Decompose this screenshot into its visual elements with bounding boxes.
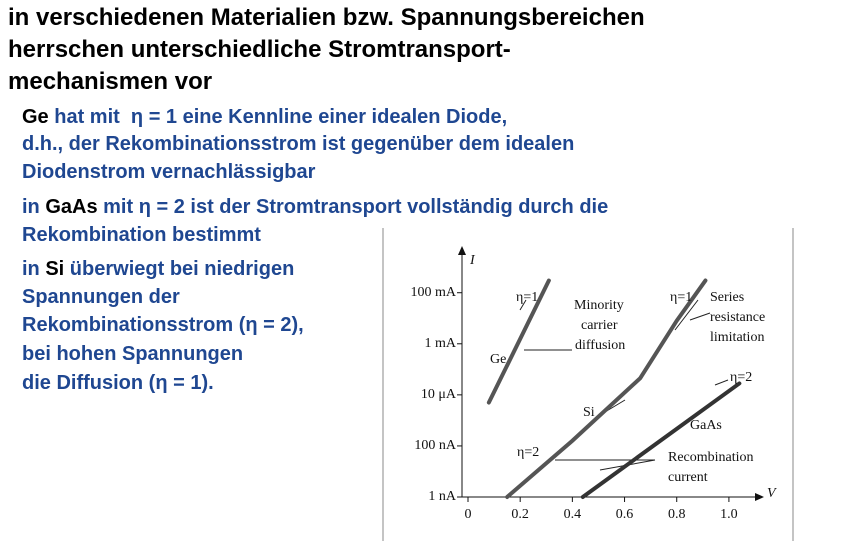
text-run: Si (45, 258, 65, 280)
text-run: hat mit η = 1 eine Kennline einer ideale… (48, 106, 508, 128)
x-arrow (755, 493, 764, 501)
bullet-line: Diodenstrom vernachlässigbar (22, 161, 315, 184)
annotation: Series (710, 290, 744, 305)
bullet-line: bei hohen Spannungen (22, 343, 243, 366)
x-tick-label: 0 (465, 507, 472, 522)
y-tick-label: 1 nA (428, 489, 457, 504)
annotation: Recombination (668, 450, 754, 465)
annotation: diffusion (575, 338, 625, 353)
x-axis-label: V (767, 486, 777, 501)
text-run: GaAs (45, 196, 98, 218)
x-tick-label: 0.2 (511, 507, 529, 522)
heading-line: mechanismen vor (8, 68, 213, 95)
heading-line: herrschen unterschiedliche Stromtranspor… (8, 36, 511, 63)
curve (486, 278, 551, 405)
x-tick-label: 0.8 (668, 507, 686, 522)
series-label: Ge (490, 352, 506, 367)
eta-label: η=2 (730, 370, 752, 385)
x-tick-label: 1.0 (720, 507, 738, 522)
text-run: Ge (22, 106, 49, 128)
y-tick-label: 100 nA (414, 438, 457, 453)
text-run: in (22, 196, 46, 218)
annotation: limitation (710, 330, 764, 345)
heading-line: in verschiedenen Materialien bzw. Spannu… (8, 4, 645, 31)
annotation: resistance (710, 310, 765, 325)
text-run: bei hohen Spannungen (22, 343, 244, 365)
bullet-line: die Diffusion (η = 1). (22, 372, 214, 395)
curve (580, 381, 742, 499)
text-run: Rekombinationsstrom (η = 2), (22, 314, 304, 336)
bullet-line: Ge hat mit η = 1 eine Kennline einer ide… (22, 106, 507, 129)
bullet-line: in Si überwiegt bei niedrigen (22, 258, 294, 281)
text-run: in (22, 258, 46, 280)
text-run: mit η = 2 ist der Stromtransport vollstä… (97, 196, 609, 218)
annotation: current (668, 470, 708, 485)
bullet-line: d.h., der Rekombinationsstrom ist gegenü… (22, 133, 574, 156)
eta-label: η=1 (516, 290, 538, 305)
bullet-line: Rekombination bestimmt (22, 224, 261, 247)
annotation: GaAs (690, 418, 722, 433)
y-arrow (458, 246, 466, 255)
text-run: die Diffusion (η = 1). (22, 372, 214, 394)
y-tick-label: 100 mA (411, 285, 457, 300)
x-tick-label: 0.6 (616, 507, 634, 522)
leader-lines (519, 299, 729, 471)
y-tick-label: 10 μA (421, 387, 457, 402)
y-tick-label: 1 mA (425, 336, 457, 351)
annotation: Si (583, 405, 595, 420)
y-axis-label: I (469, 253, 476, 268)
eta-label: η=1 (670, 290, 692, 305)
text-run: Spannungen der (22, 286, 180, 308)
text-run: Diodenstrom vernachlässigbar (22, 161, 316, 183)
annotation: carrier (581, 318, 618, 333)
text-run: Rekombination bestimmt (22, 224, 261, 246)
x-tick-label: 0.4 (564, 507, 582, 522)
text-run: d.h., der Rekombinationsstrom ist gegenü… (22, 133, 575, 155)
bullet-line: Spannungen der (22, 286, 180, 309)
bullet-line: in GaAs mit η = 2 ist der Stromtransport… (22, 196, 608, 219)
text-run: überwiegt bei niedrigen (64, 258, 295, 280)
annotation: Minority (574, 298, 624, 313)
bullet-line: Rekombinationsstrom (η = 2), (22, 314, 304, 337)
eta-label: η=2 (517, 445, 539, 460)
curve (505, 278, 708, 499)
